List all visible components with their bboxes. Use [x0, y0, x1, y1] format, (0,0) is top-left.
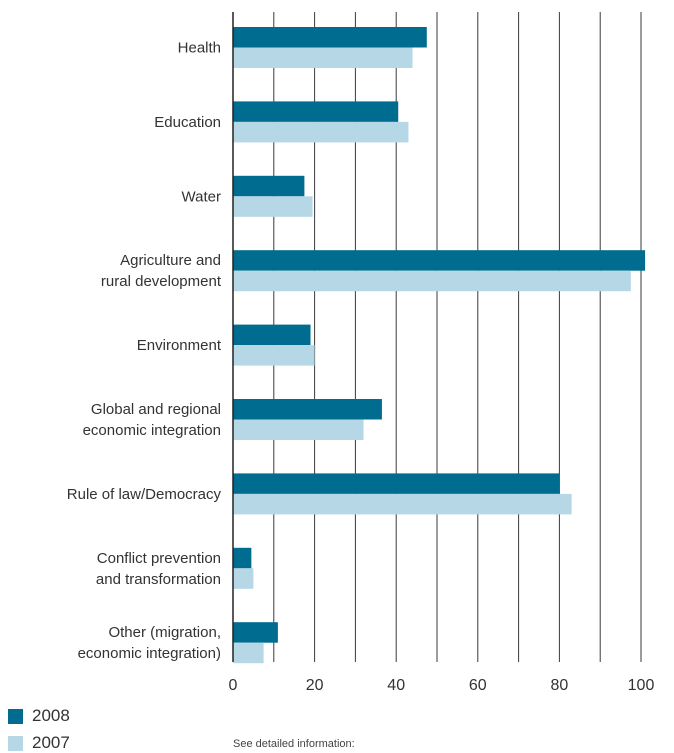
bars	[233, 27, 646, 664]
x-tick-label: 60	[469, 677, 487, 694]
footnote: See detailed information:	[233, 738, 355, 750]
bar-2008-5	[233, 399, 382, 420]
bar-2008-8	[233, 622, 278, 643]
category-label: Water	[182, 188, 221, 205]
bar-2008-3	[233, 250, 646, 271]
category-label: economic integration	[83, 422, 221, 439]
bar-2008-4	[233, 324, 311, 346]
x-tick-label: 20	[306, 677, 324, 694]
x-tick-label: 0	[229, 677, 238, 694]
x-tick-labels: 0 20 40 60 80 100	[229, 677, 655, 694]
category-label: rural development	[101, 273, 222, 290]
bar-chart: Health Education Water Agriculture and rural…	[67, 12, 655, 694]
x-tick-label: 100	[628, 677, 655, 694]
bar-2007-4	[233, 345, 315, 366]
category-labels: Health Education Water Agriculture and rural…	[67, 40, 222, 663]
legend-swatch-2007	[8, 735, 23, 751]
category-label: economic integration)	[78, 645, 221, 662]
category-label: Global and regional	[91, 401, 221, 418]
category-label: Education	[154, 114, 221, 131]
bar-2008-2	[233, 175, 305, 197]
legend-item-2008: 2008	[8, 706, 70, 726]
legend-item-2007: 2007	[8, 733, 70, 753]
bar-2007-3	[233, 270, 631, 292]
bar-2008-6	[233, 473, 560, 494]
x-tick-label: 40	[387, 677, 405, 694]
legend-label-2008: 2008	[32, 706, 70, 725]
bar-2007-0	[233, 47, 413, 68]
bar-2007-7	[233, 568, 254, 589]
legend-swatch-2008	[8, 708, 23, 724]
category-label: Environment	[137, 337, 222, 354]
bar-2007-2	[233, 196, 313, 217]
bar-2008-1	[233, 101, 399, 122]
category-label: Other (migration,	[108, 624, 221, 641]
bar-2007-8	[233, 642, 264, 664]
category-label: Health	[178, 40, 221, 57]
bar-2008-0	[233, 27, 427, 48]
bar-2007-1	[233, 121, 409, 143]
legend-label-2007: 2007	[32, 733, 70, 752]
bar-2007-5	[233, 419, 364, 440]
category-label: Rule of law/Democracy	[67, 486, 222, 503]
category-label: and transformation	[96, 571, 221, 588]
bar-2007-6	[233, 493, 572, 515]
bar-2008-7	[233, 547, 252, 569]
category-label: Conflict prevention	[97, 550, 221, 567]
x-tick-label: 80	[551, 677, 569, 694]
category-label: Agriculture and	[120, 252, 221, 269]
